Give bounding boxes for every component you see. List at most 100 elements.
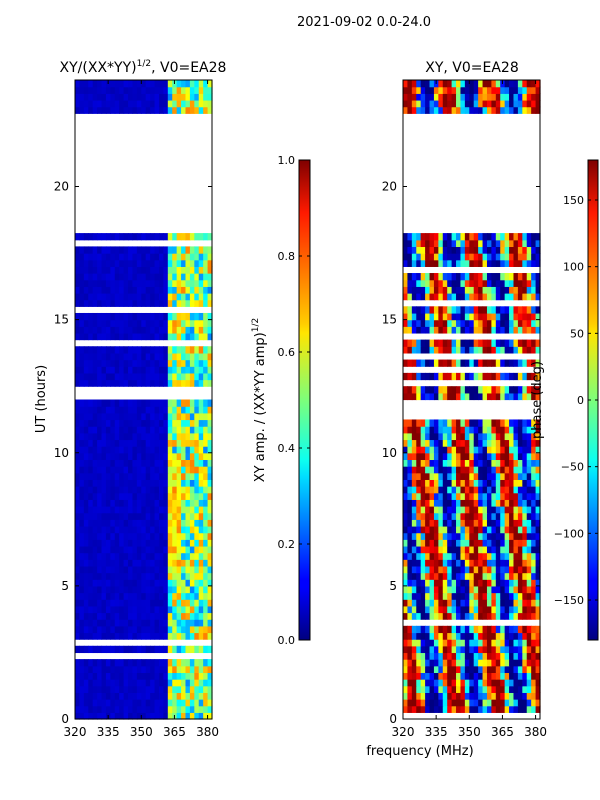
heatmap-cell: [203, 352, 209, 361]
heatmap-cell: [531, 519, 537, 527]
heatmap-cell: [145, 293, 151, 301]
heatmap-cell: [198, 106, 204, 114]
heatmap-cell: [433, 459, 439, 467]
heatmap-cell: [114, 472, 120, 480]
heatmap-cell: [75, 705, 81, 713]
heatmap-cell: [478, 372, 484, 381]
heatmap-cell: [495, 605, 501, 614]
heatmap-cell: [509, 452, 515, 461]
heatmap-cell: [185, 412, 191, 421]
heatmap-cell: [97, 659, 103, 667]
heatmap-cell: [92, 99, 98, 108]
heatmap-cell: [92, 259, 98, 267]
heatmap-cell: [114, 645, 120, 654]
heatmap-cell: [207, 605, 213, 614]
heatmap-cell: [473, 499, 479, 507]
heatmap-cell: [189, 479, 195, 487]
heatmap-cell: [128, 506, 134, 514]
heatmap-cell: [75, 312, 81, 321]
heatmap-cell: [114, 659, 120, 667]
heatmap-cell: [469, 512, 475, 520]
heatmap-cell: [473, 519, 479, 527]
heatmap-cell: [119, 106, 125, 114]
heatmap-cell: [203, 685, 209, 693]
heatmap-cell: [92, 419, 98, 427]
heatmap-cell: [185, 366, 191, 374]
heatmap-cell: [522, 426, 528, 434]
heatmap-cell: [88, 665, 94, 674]
heatmap-cell: [136, 659, 142, 667]
heatmap-cell: [92, 233, 98, 241]
heatmap-cell: [194, 632, 200, 640]
heatmap-cell: [105, 492, 111, 500]
heatmap-cell: [469, 432, 475, 441]
heatmap-cell: [495, 632, 501, 640]
heatmap-cell: [185, 253, 191, 261]
heatmap-cell: [163, 472, 169, 480]
heatmap-cell: [105, 86, 111, 94]
heatmap-cell: [486, 419, 492, 427]
heatmap-cell: [128, 665, 134, 674]
heatmap-cell: [447, 239, 453, 248]
heatmap-cell: [411, 592, 417, 600]
heatmap-cell: [119, 352, 125, 361]
heatmap-cell: [509, 432, 515, 441]
heatmap-cell: [535, 293, 541, 301]
heatmap-cell: [105, 612, 111, 620]
heatmap-cell: [181, 446, 187, 454]
heatmap-cell: [535, 86, 541, 94]
heatmap-cell: [110, 80, 116, 88]
heatmap-cell: [442, 545, 448, 554]
heatmap-cell: [83, 319, 89, 327]
heatmap-cell: [456, 86, 462, 94]
heatmap-cell: [128, 545, 134, 554]
heatmap-cell: [207, 80, 213, 88]
heatmap-cell: [429, 106, 435, 114]
heatmap-cell: [198, 93, 204, 101]
heatmap-cell: [158, 259, 164, 267]
heatmap-cell: [464, 705, 470, 713]
heatmap-cell: [119, 259, 125, 267]
heatmap-cell: [114, 399, 120, 407]
heatmap-cell: [114, 452, 120, 461]
heatmap-cell: [145, 492, 151, 500]
heatmap-cell: [491, 652, 497, 660]
heatmap-cell: [163, 559, 169, 567]
heatmap-cell: [473, 512, 479, 520]
heatmap-cell: [88, 705, 94, 713]
heatmap-cell: [207, 253, 213, 261]
heatmap-cell: [425, 346, 431, 354]
heatmap-cell: [172, 406, 178, 414]
heatmap-cell: [97, 632, 103, 640]
heatmap-cell: [478, 685, 484, 693]
heatmap-cell: [141, 612, 147, 620]
heatmap-cell: [110, 233, 116, 241]
heatmap-cell: [198, 479, 204, 487]
heatmap-cell: [185, 585, 191, 594]
heatmap-cell: [158, 359, 164, 367]
heatmap-cell: [411, 665, 417, 674]
heatmap-cell: [495, 572, 501, 580]
heatmap-cell: [438, 419, 444, 427]
heatmap-cell: [172, 346, 178, 354]
heatmap-cell: [189, 699, 195, 707]
heatmap-cell: [420, 519, 426, 527]
heatmap-cell: [451, 293, 457, 301]
heatmap-cell: [172, 372, 178, 381]
heatmap-cell: [469, 632, 475, 640]
heatmap-cell: [114, 545, 120, 554]
heatmap-cell: [132, 80, 138, 88]
heatmap-cell: [500, 539, 506, 547]
heatmap-cell: [167, 585, 173, 594]
heatmap-cell: [526, 632, 532, 640]
heatmap-cell: [500, 392, 506, 401]
heatmap-cell: [513, 592, 519, 600]
heatmap-cell: [185, 512, 191, 520]
heatmap-cell: [438, 339, 444, 347]
heatmap-cell: [150, 532, 156, 540]
heatmap-cell: [119, 326, 125, 334]
heatmap-cell: [456, 525, 462, 534]
heatmap-cell: [97, 439, 103, 447]
heatmap-cell: [114, 599, 120, 607]
heatmap-cell: [447, 605, 453, 614]
